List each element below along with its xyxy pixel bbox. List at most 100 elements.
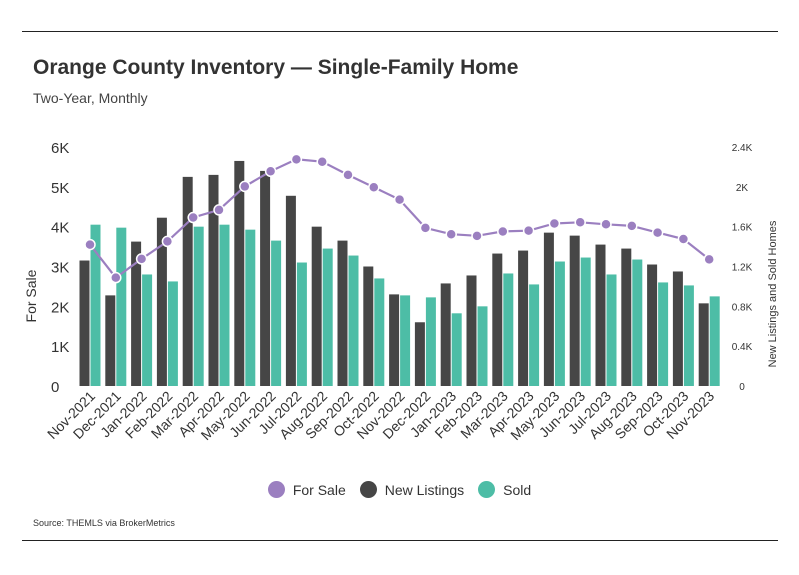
point-for-sale	[600, 218, 612, 231]
legend-item-sold[interactable]: Sold	[478, 481, 531, 498]
top-rule	[22, 31, 778, 32]
point-for-sale	[677, 233, 690, 245]
point-for-sale	[110, 271, 122, 284]
point-for-sale	[626, 220, 638, 232]
bar-sold	[296, 262, 307, 386]
bar-sold	[529, 284, 540, 386]
bar-sold	[90, 224, 101, 386]
y-left-axis-title: For Sale	[23, 269, 39, 322]
bar-sold	[709, 296, 720, 386]
bar-new-listings	[285, 195, 296, 386]
bar-sold	[167, 281, 178, 386]
y-left-tick-label: 3K	[51, 260, 69, 277]
bar-sold	[658, 282, 669, 386]
bar-new-listings	[363, 266, 374, 386]
bar-sold	[606, 274, 617, 386]
bar-new-listings	[492, 253, 503, 386]
point-for-sale	[213, 204, 225, 216]
bar-sold	[116, 227, 127, 386]
bar-new-listings	[105, 295, 116, 386]
point-for-sale	[187, 211, 199, 224]
point-for-sale	[522, 224, 535, 237]
bar-new-listings	[466, 275, 477, 386]
point-for-sale	[316, 155, 328, 168]
legend-swatch-sold	[478, 481, 496, 498]
y-right-axis-title: New Listings and Sold Homes	[767, 220, 779, 367]
point-for-sale	[548, 217, 561, 230]
bar-sold	[348, 255, 359, 386]
bar-new-listings	[440, 283, 451, 386]
legend-label-new-listings: New Listings	[384, 481, 465, 498]
y-left-tick-label: 2K	[51, 299, 69, 316]
bar-new-listings	[389, 294, 400, 386]
bar-new-listings	[182, 176, 193, 386]
point-for-sale	[135, 253, 148, 265]
y-left-tick-label: 5K	[51, 180, 69, 197]
point-for-sale	[703, 253, 715, 266]
point-for-sale	[445, 228, 457, 240]
y-right-tick-label: 1.2K	[732, 263, 753, 274]
point-for-sale	[342, 169, 354, 181]
bar-sold	[554, 261, 565, 386]
bar-new-listings	[156, 217, 167, 386]
y-left-tick-label: 0	[51, 379, 59, 396]
point-for-sale	[471, 230, 483, 242]
bar-new-listings	[698, 303, 709, 386]
y-left-tick-label: 6K	[51, 140, 69, 157]
bar-new-listings	[208, 174, 219, 386]
point-for-sale	[239, 180, 251, 193]
legend-swatch-new-listings	[359, 481, 377, 498]
bar-sold	[193, 226, 204, 386]
bar-sold	[477, 306, 488, 386]
bar-new-listings	[518, 250, 529, 386]
bar-sold	[271, 240, 282, 386]
bar-new-listings	[621, 248, 632, 386]
bar-sold	[374, 278, 385, 386]
legend-label-for-sale: For Sale	[292, 481, 346, 498]
legend-item-new-listings[interactable]: New Listings	[359, 481, 465, 498]
bar-sold	[322, 248, 333, 386]
y-right-tick-label: 0.8K	[732, 302, 753, 313]
bar-new-listings	[260, 170, 271, 386]
point-for-sale	[393, 193, 406, 206]
point-for-sale	[419, 222, 432, 234]
bar-sold	[400, 295, 411, 386]
y-right-tick-label: 0.4K	[732, 342, 753, 353]
bar-new-listings	[595, 244, 606, 386]
y-left-tick-label: 1K	[51, 339, 69, 356]
chart-title: Orange County Inventory — Single-Family …	[33, 56, 519, 79]
chart-legend: For Sale New Listings Sold	[0, 481, 799, 498]
point-for-sale	[368, 181, 380, 193]
legend-label-sold: Sold	[503, 481, 532, 498]
bar-sold	[245, 229, 256, 386]
bar-sold	[632, 259, 643, 386]
bar-new-listings	[131, 241, 142, 386]
bar-new-listings	[672, 271, 683, 386]
bar-sold	[683, 285, 694, 386]
bar-new-listings	[543, 232, 554, 386]
y-right-tick-label: 2K	[736, 183, 749, 194]
chart-subtitle: Two-Year, Monthly	[33, 90, 148, 106]
point-for-sale	[161, 235, 174, 248]
bar-new-listings	[79, 260, 90, 386]
point-for-sale	[574, 216, 586, 229]
point-for-sale	[290, 153, 303, 166]
bar-sold	[142, 274, 153, 386]
bar-sold	[219, 224, 230, 386]
point-for-sale	[264, 165, 277, 178]
point-for-sale	[651, 226, 664, 239]
legend-item-for-sale[interactable]: For Sale	[267, 481, 346, 498]
bar-new-listings	[569, 235, 580, 386]
y-right-tick-label: 1.6K	[732, 223, 753, 234]
bar-new-listings	[337, 240, 348, 386]
bar-sold	[451, 313, 462, 386]
bar-new-listings	[234, 160, 245, 386]
bar-new-listings	[311, 226, 322, 386]
point-for-sale	[497, 225, 509, 238]
bar-sold	[425, 297, 436, 386]
bar-new-listings	[414, 322, 425, 386]
y-right-tick-label: 2.4K	[732, 143, 753, 154]
bottom-rule	[22, 540, 778, 541]
point-for-sale	[84, 238, 96, 251]
